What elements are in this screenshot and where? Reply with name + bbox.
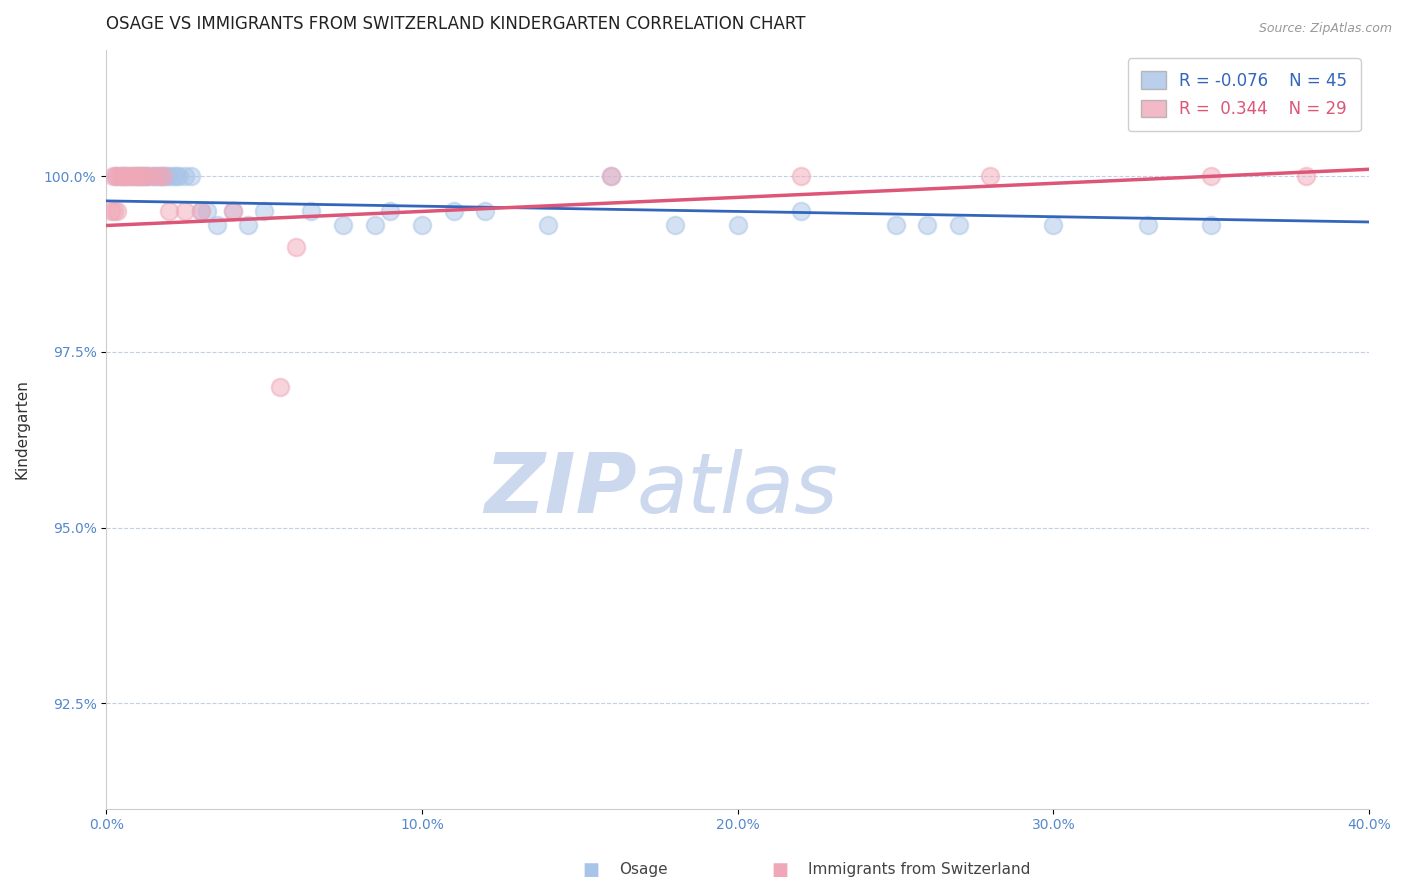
Point: [195, 204, 218, 219]
Point: [727, 219, 749, 233]
Point: [104, 169, 127, 184]
Point: [105, 204, 128, 219]
Point: [884, 219, 907, 233]
Point: [167, 169, 190, 184]
Point: [221, 204, 243, 219]
Point: [155, 169, 177, 184]
Point: [127, 169, 149, 184]
Point: [190, 204, 212, 219]
Point: [121, 169, 143, 184]
Legend: R = -0.076    N = 45, R =  0.344    N = 29: R = -0.076 N = 45, R = 0.344 N = 29: [1128, 58, 1361, 131]
Point: [1137, 219, 1160, 233]
Point: [1199, 169, 1222, 184]
Point: [979, 169, 1001, 184]
Point: [180, 169, 202, 184]
Point: [142, 169, 165, 184]
Text: atlas: atlas: [637, 450, 838, 531]
Text: ZIP: ZIP: [484, 450, 637, 531]
Text: ■: ■: [772, 861, 789, 879]
Point: [111, 169, 134, 184]
Point: [117, 169, 139, 184]
Point: [136, 169, 159, 184]
Point: [134, 169, 156, 184]
Point: [664, 219, 686, 233]
Point: [136, 169, 159, 184]
Point: [253, 204, 276, 219]
Point: [411, 219, 433, 233]
Point: [152, 169, 174, 184]
Point: [165, 169, 187, 184]
Point: [915, 219, 938, 233]
Point: [157, 169, 180, 184]
Point: [269, 380, 291, 394]
Text: Immigrants from Switzerland: Immigrants from Switzerland: [808, 863, 1031, 877]
Point: [149, 169, 172, 184]
Point: [301, 204, 323, 219]
Point: [121, 169, 143, 184]
Point: [221, 204, 243, 219]
Point: [142, 169, 165, 184]
Point: [174, 204, 197, 219]
Point: [190, 204, 212, 219]
Point: [103, 204, 125, 219]
Point: [157, 204, 180, 219]
Point: [790, 204, 813, 219]
Point: [284, 239, 307, 253]
Point: [600, 169, 623, 184]
Point: [129, 169, 152, 184]
Point: [145, 169, 167, 184]
Point: [474, 204, 496, 219]
Point: [108, 169, 131, 184]
Point: [149, 169, 172, 184]
Point: [363, 219, 385, 233]
Point: [111, 169, 134, 184]
Point: [1199, 219, 1222, 233]
Point: [1295, 169, 1317, 184]
Point: [162, 169, 184, 184]
Y-axis label: Kindergarten: Kindergarten: [15, 379, 30, 479]
Text: ■: ■: [582, 861, 599, 879]
Point: [129, 169, 152, 184]
Text: Source: ZipAtlas.com: Source: ZipAtlas.com: [1258, 22, 1392, 36]
Point: [600, 169, 623, 184]
Point: [134, 169, 156, 184]
Point: [380, 204, 402, 219]
Point: [1042, 219, 1064, 233]
Point: [443, 204, 465, 219]
Point: [139, 169, 162, 184]
Point: [537, 219, 560, 233]
Point: [238, 219, 260, 233]
Text: Osage: Osage: [619, 863, 668, 877]
Point: [790, 169, 813, 184]
Point: [104, 169, 127, 184]
Point: [127, 169, 149, 184]
Point: [948, 219, 970, 233]
Point: [100, 204, 122, 219]
Text: OSAGE VS IMMIGRANTS FROM SWITZERLAND KINDERGARTEN CORRELATION CHART: OSAGE VS IMMIGRANTS FROM SWITZERLAND KIN…: [107, 15, 806, 33]
Point: [114, 169, 136, 184]
Point: [205, 219, 228, 233]
Point: [152, 169, 174, 184]
Point: [124, 169, 146, 184]
Point: [332, 219, 354, 233]
Point: [174, 169, 197, 184]
Point: [114, 169, 136, 184]
Point: [124, 169, 146, 184]
Point: [101, 169, 124, 184]
